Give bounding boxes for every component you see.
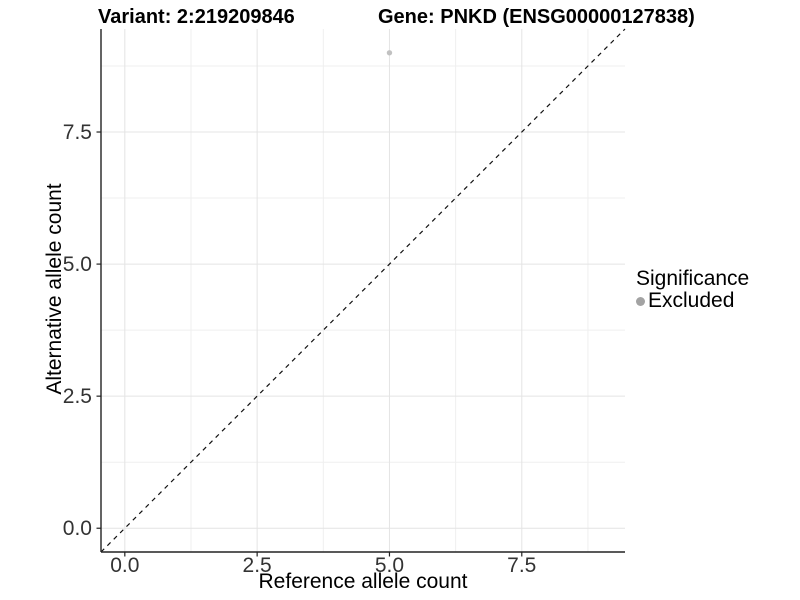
y-tick-label: 5.0 [63,253,92,276]
legend-entry-label: Excluded [648,289,735,312]
y-tick-label: 7.5 [63,121,92,144]
x-tick-label: 7.5 [507,554,536,577]
legend: Significance Excluded [636,267,749,312]
plot-title-variant: Variant: 2:219209846 [98,6,295,28]
x-tick-label: 5.0 [375,554,404,577]
legend-entry-excluded: Excluded [636,290,749,312]
data-point-excluded [386,50,393,56]
y-axis-title: Alternative allele count [43,183,66,395]
legend-key-dot-icon [636,296,645,306]
legend-title: Significance [636,267,750,290]
x-axis-title: Reference allele count [258,570,468,593]
plot-title-gene: Gene: PNKD (ENSG00000127838) [378,6,695,28]
y-tick-label: 2.5 [63,385,92,408]
y-tick-label: 0.0 [63,517,92,540]
x-tick-label: 2.5 [243,554,272,577]
identity-line [100,28,626,553]
x-tick-label: 0.0 [110,554,139,577]
